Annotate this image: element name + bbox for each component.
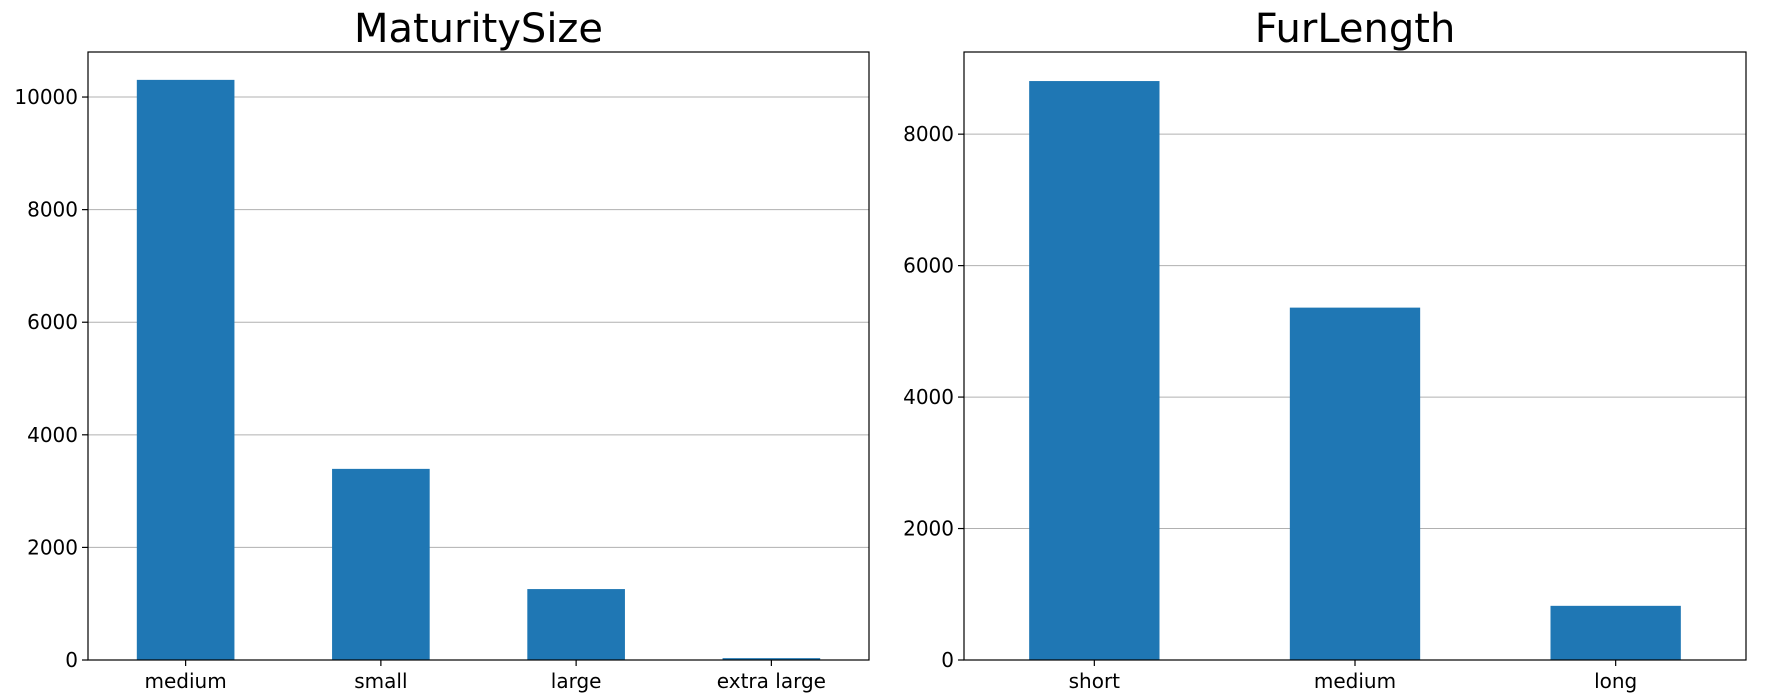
bars [136,79,821,660]
y-tick-label: 2000 [903,517,954,541]
y-tick-label: 8000 [903,122,954,146]
bar-short [1029,81,1160,660]
y-axis: 0 2000 4000 6000 8000 [903,122,964,672]
x-tick-label: extra large [717,669,826,693]
y-tick-label: 8000 [27,198,78,222]
bar-small [332,468,430,660]
bar-medium [136,79,235,660]
x-tick-label: large [551,669,602,693]
bar-long [1550,605,1681,660]
y-tick-label: 10000 [14,85,78,109]
chart-title: FurLength [1255,6,1456,52]
chart-title: MaturitySize [354,6,603,52]
y-tick-label: 0 [65,648,78,672]
x-tick-label: small [354,669,407,693]
y-tick-label: 6000 [903,254,954,278]
x-tick-label: medium [1314,669,1396,693]
x-axis: short medium long [1069,660,1637,693]
y-tick-label: 0 [941,648,954,672]
y-tick-label: 2000 [27,535,78,559]
bar-large [527,589,625,660]
x-tick-label: short [1069,669,1121,693]
furlength-chart: FurLength 0 2000 4000 6000 8000 short medium lo… [903,6,1747,693]
x-tick-label: long [1594,669,1637,693]
y-axis: 0 2000 4000 6000 8000 10000 [14,85,88,672]
x-axis: medium small large extra large [145,660,826,693]
bar-extra-large [722,658,821,660]
bar-medium [1289,307,1421,660]
y-tick-label: 4000 [903,385,954,409]
bars [1029,81,1681,660]
plot-frame [87,51,870,661]
y-tick-label: 4000 [27,423,78,447]
maturitysize-chart: MaturitySize 0 2000 4000 6000 8000 10000 mediu… [14,6,870,693]
x-tick-label: medium [145,669,227,693]
y-tick-label: 6000 [27,310,78,334]
